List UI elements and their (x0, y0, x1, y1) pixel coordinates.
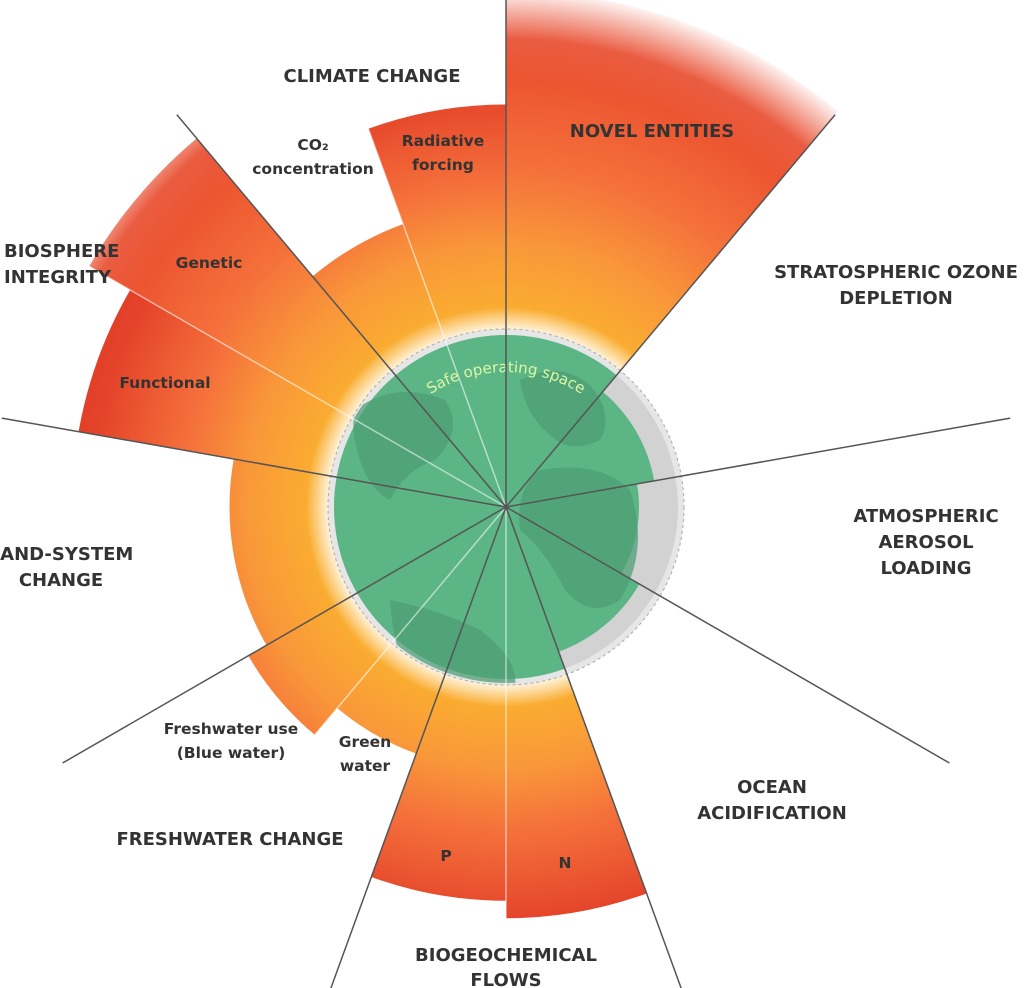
label-green-water-line2: water (340, 757, 391, 775)
divider-biogeochemical-flows (505, 506, 682, 988)
title-climate-change: CLIMATE CHANGE (283, 66, 460, 87)
divider-biosphere-integrity (1, 417, 507, 508)
divider-climate-change (176, 114, 507, 508)
title-aerosol-line1: ATMOSPHERIC (853, 506, 998, 527)
title-land-line2: CHANGE (19, 570, 103, 591)
label-co2-line2: concentration (252, 160, 374, 178)
safe-sector-biogeochemical-flows-0 (506, 507, 565, 679)
divider-stratospheric-ozone (505, 114, 836, 508)
title-ocean-line1: OCEAN (737, 777, 807, 798)
title-ocean-line2: ACIDIFICATION (697, 803, 847, 824)
label-functional: Functional (119, 374, 210, 392)
title-biogeochemical-line1: BIOGEOCHEMICAL (415, 945, 597, 966)
title-freshwater-change: FRESHWATER CHANGE (116, 829, 343, 850)
label-n: N (559, 854, 572, 872)
sub-divider-climate-change (367, 128, 507, 508)
sub-divider-biosphere-integrity (88, 265, 507, 508)
title-land-line1: LAND-SYSTEM (0, 544, 133, 565)
title-aerosol-line2: AEROSOL (878, 532, 973, 553)
sub-divider-freshwater-change (314, 506, 507, 736)
divider-atmospheric-aerosol (505, 417, 1011, 508)
title-ozone-line1: STRATOSPHERIC OZONE (774, 262, 1018, 283)
title-biogeochemical-line2: FLOWS (470, 970, 541, 988)
divider-land-system-change (62, 506, 507, 764)
safe-sector-climate-change-1 (447, 335, 506, 507)
label-co2-line1: CO₂ (297, 136, 328, 154)
title-ozone-line2: DEPLETION (839, 288, 953, 309)
safe-sector-land-system-change-0 (333, 477, 506, 593)
title-biosphere-line2: INTEGRITY (4, 267, 112, 288)
sub-dividers (88, 128, 507, 919)
label-blue-water-line2: (Blue water) (177, 744, 286, 762)
label-blue-water-line1: Freshwater use (164, 720, 299, 738)
label-p: P (440, 847, 451, 865)
label-radiative-line2: forcing (412, 156, 474, 174)
divider-ocean-acidification (505, 506, 950, 764)
title-novel-entities: NOVEL ENTITIES (570, 121, 734, 142)
divider-freshwater-change (330, 506, 507, 988)
label-green-water-line1: Green (339, 733, 391, 751)
label-genetic: Genetic (176, 254, 243, 272)
title-aerosol-line3: LOADING (880, 558, 971, 579)
title-biosphere-line1: BIOSPHERE (4, 241, 119, 262)
label-radiative-line1: Radiative (402, 132, 485, 150)
